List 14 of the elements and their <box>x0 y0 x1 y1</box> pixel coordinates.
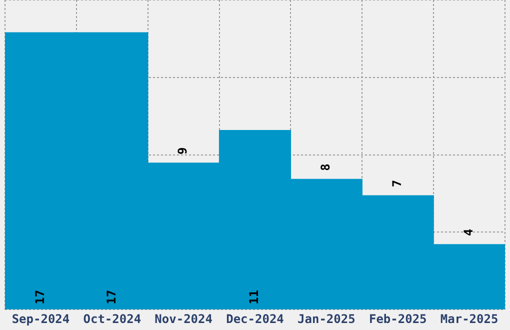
x-tick-label: Nov-2024 <box>154 312 212 326</box>
data-label: 17 <box>32 290 47 304</box>
x-tick-label: Dec-2024 <box>226 312 284 326</box>
data-label: 11 <box>247 290 262 304</box>
data-label: 9 <box>176 147 190 155</box>
data-label: 7 <box>390 180 404 188</box>
x-tick-label: Sep-2024 <box>12 312 70 326</box>
x-tick-label: Oct-2024 <box>83 312 142 326</box>
x-tick-label: Jan-2025 <box>298 312 356 326</box>
data-label: 17 <box>104 290 118 304</box>
data-label: 4 <box>461 228 476 236</box>
x-tick-label: Mar-2025 <box>440 312 498 326</box>
x-tick-label: Feb-2025 <box>368 312 427 326</box>
data-label: 8 <box>318 164 333 171</box>
